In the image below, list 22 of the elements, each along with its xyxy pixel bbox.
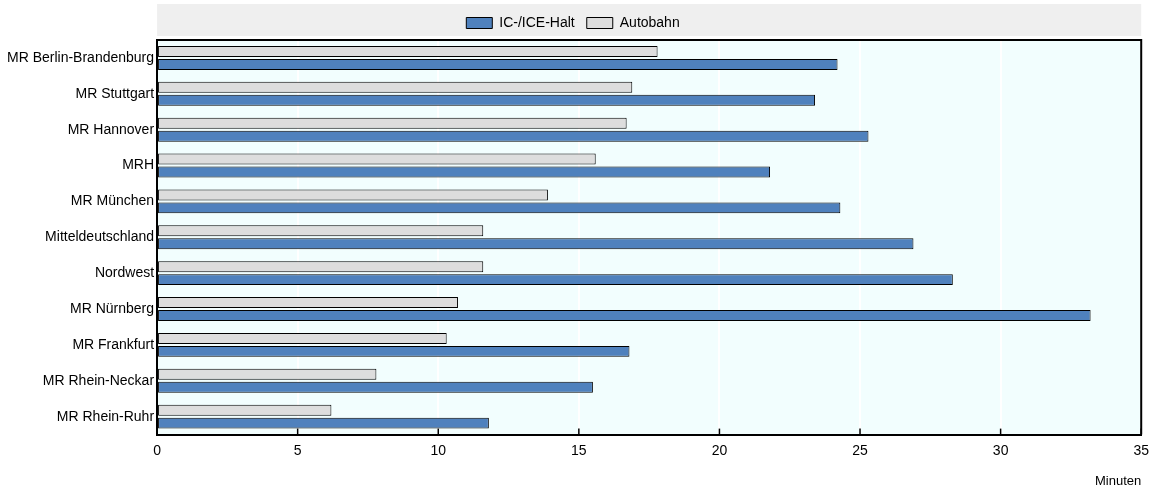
y-tick-label: MR Nürnberg bbox=[70, 299, 155, 316]
x-tick-label: 15 bbox=[571, 441, 587, 458]
y-tick-label: MR München bbox=[70, 192, 155, 209]
y-tick-label: MR Stuttgart bbox=[75, 84, 155, 101]
x-tick-label: 10 bbox=[430, 441, 447, 458]
y-tick-label: MR Frankfurt bbox=[72, 335, 155, 352]
x-tick-label: 25 bbox=[852, 441, 869, 458]
x-tick-label: 5 bbox=[293, 441, 302, 458]
x-axis-title: Minuten bbox=[1094, 472, 1142, 488]
x-tick-label: 0 bbox=[153, 441, 162, 458]
x-tick-label: 20 bbox=[711, 441, 728, 458]
x-tick-label: 30 bbox=[992, 441, 1009, 458]
legend-label: IC-/ICE-Halt bbox=[499, 13, 575, 30]
y-tick-label: Nordwest bbox=[94, 264, 155, 281]
x-tick-label: 35 bbox=[1133, 441, 1150, 458]
y-tick-label: MR Rhein-Ruhr bbox=[56, 407, 155, 424]
y-tick-label: MR Rhein-Neckar bbox=[42, 371, 155, 388]
y-tick-label: MR Hannover bbox=[67, 120, 155, 137]
y-tick-label: Mitteldeutschland bbox=[45, 228, 155, 245]
y-tick-label: MR Berlin-Brandenburg bbox=[6, 48, 155, 65]
legend-label: Autobahn bbox=[619, 13, 680, 30]
y-tick-label: MRH bbox=[122, 156, 155, 173]
